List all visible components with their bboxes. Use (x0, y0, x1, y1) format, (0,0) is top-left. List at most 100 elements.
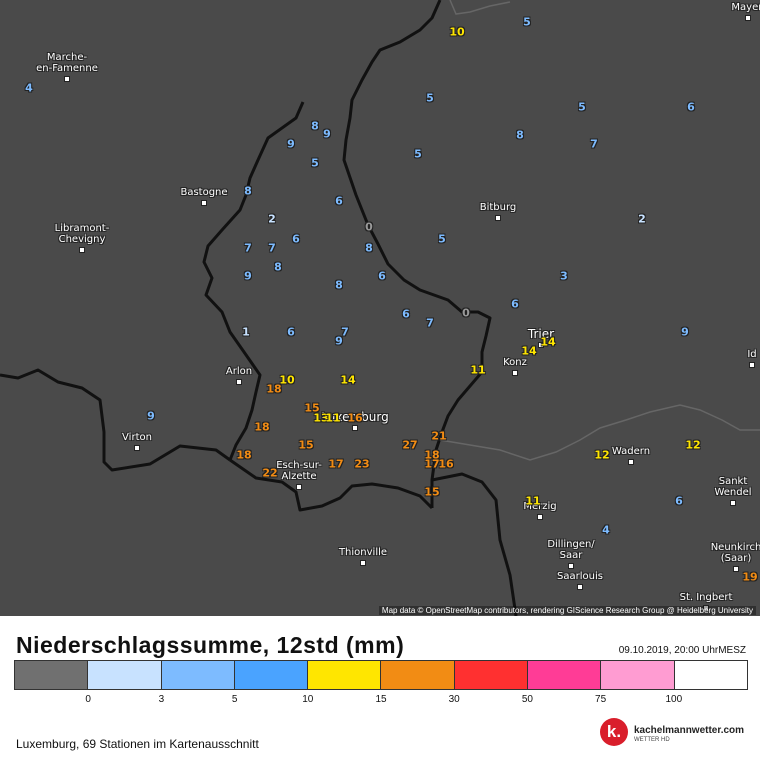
station-value-zero[interactable]: 0 (462, 306, 470, 320)
station-value[interactable]: 21 (431, 429, 447, 443)
town-label-id: Id (747, 349, 757, 360)
town-marker-virton (134, 445, 140, 451)
station-value[interactable]: 18 (254, 420, 270, 434)
station-value[interactable]: 17 (424, 457, 440, 471)
station-value[interactable]: 15 (304, 401, 320, 415)
town-marker-bastogne (201, 200, 207, 206)
station-value[interactable]: 6 (378, 269, 386, 283)
town-marker-esch (296, 484, 302, 490)
station-value[interactable]: 1 (242, 325, 250, 339)
station-value[interactable]: 6 (292, 232, 300, 246)
map-attribution[interactable]: Map data © OpenStreetMap contributors, r… (378, 606, 756, 615)
station-value[interactable]: 2 (638, 212, 646, 226)
town-marker-id (749, 362, 755, 368)
color-scale-legend (14, 660, 748, 690)
town-marker-marche (64, 76, 70, 82)
legend-tick: 0 (85, 694, 91, 705)
station-value[interactable]: 27 (402, 438, 418, 452)
legend-swatch (15, 661, 89, 689)
station-value[interactable]: 4 (602, 523, 610, 537)
station-value[interactable]: 12 (685, 438, 701, 452)
station-value-zero[interactable]: 0 (365, 220, 373, 234)
legend-tick: 50 (521, 694, 533, 705)
station-value[interactable]: 18 (424, 448, 440, 462)
station-value[interactable]: 7 (426, 316, 434, 330)
station-value[interactable]: 8 (244, 184, 252, 198)
border-saarland (439, 404, 760, 461)
station-value[interactable]: 5 (311, 156, 319, 170)
station-value[interactable]: 2 (268, 212, 276, 226)
station-value[interactable]: 6 (287, 325, 295, 339)
station-value[interactable]: 4 (25, 81, 33, 95)
town-marker-dillingen (568, 563, 574, 569)
station-value[interactable]: 5 (438, 232, 446, 246)
town-label-sanktwendel: Sankt Wendel (714, 476, 752, 498)
town-marker-mayen (745, 15, 751, 21)
station-value[interactable]: 7 (244, 241, 252, 255)
station-value[interactable]: 11 (470, 363, 486, 377)
town-marker-libramont (79, 247, 85, 253)
station-value[interactable]: 6 (335, 194, 343, 208)
legend-swatch (234, 661, 309, 689)
town-marker-luxemburg (352, 425, 358, 431)
station-value[interactable]: 14 (540, 335, 556, 349)
station-value[interactable]: 15 (424, 485, 440, 499)
logo-sub: WETTER HD (634, 737, 670, 743)
station-value[interactable]: 7 (268, 241, 276, 255)
station-value[interactable]: 9 (147, 409, 155, 423)
town-label-dillingen: Dillingen/Saar (547, 539, 595, 561)
town-label-esch: Esch-sur- Alzette (276, 460, 322, 482)
station-value[interactable]: 11 (525, 494, 541, 508)
legend-swatch (601, 661, 675, 689)
station-value[interactable]: 5 (414, 147, 422, 161)
town-label-libramont: Libramont- Chevigny (54, 223, 110, 245)
town-label-trier: Trier (527, 327, 555, 341)
station-value[interactable]: 9 (244, 269, 252, 283)
station-value[interactable]: 14 (521, 344, 537, 358)
station-value[interactable]: 6 (675, 494, 683, 508)
town-label-marche: Marche-en-Famenne (36, 52, 98, 74)
station-value[interactable]: 8 (365, 241, 373, 255)
station-value[interactable]: 23 (354, 457, 370, 471)
station-value[interactable]: 22 (262, 466, 278, 480)
station-value[interactable]: 11 (325, 411, 341, 425)
logo-name: kachelmannwetter.com (634, 725, 745, 736)
station-value[interactable]: 9 (681, 325, 689, 339)
border-lines (0, 0, 760, 616)
station-value[interactable]: 10 (279, 373, 295, 387)
kachelmann-logo[interactable]: k. kachelmannwetter.com WETTER HD (600, 716, 750, 752)
station-value[interactable]: 7 (590, 137, 598, 151)
station-value[interactable]: 6 (402, 307, 410, 321)
station-value[interactable]: 8 (311, 119, 319, 133)
station-value[interactable]: 5 (523, 15, 531, 29)
station-value[interactable]: 18 (236, 448, 252, 462)
town-marker-saarlouis (577, 584, 583, 590)
station-value[interactable]: 13 (313, 411, 329, 425)
station-value[interactable]: 5 (426, 91, 434, 105)
station-value[interactable]: 6 (511, 297, 519, 311)
station-value[interactable]: 17 (328, 457, 344, 471)
station-value[interactable]: 8 (335, 278, 343, 292)
station-value[interactable]: 5 (578, 100, 586, 114)
station-value[interactable]: 12 (594, 448, 610, 462)
station-value[interactable]: 16 (347, 411, 363, 425)
station-value[interactable]: 18 (266, 382, 282, 396)
station-value[interactable]: 8 (516, 128, 524, 142)
station-value[interactable]: 15 (298, 438, 314, 452)
station-value[interactable]: 6 (687, 100, 695, 114)
station-value[interactable]: 14 (340, 373, 356, 387)
town-label-virton: Virton (122, 432, 152, 443)
station-value[interactable]: 8 (274, 260, 282, 274)
station-value[interactable]: 3 (560, 269, 568, 283)
station-value[interactable]: 9 (323, 127, 331, 141)
station-value[interactable]: 9 (335, 334, 343, 348)
station-value[interactable]: 19 (742, 570, 758, 584)
station-value[interactable]: 9 (287, 137, 295, 151)
town-label-arlon: Arlon (225, 366, 253, 377)
station-value[interactable]: 7 (341, 325, 349, 339)
station-value[interactable]: 16 (438, 457, 454, 471)
station-value[interactable]: 10 (449, 25, 465, 39)
legend-swatch (88, 661, 162, 689)
precipitation-map[interactable]: Marche-en-Famenne Bastogne Libramont- Chevi… (0, 0, 760, 616)
town-marker-sanktwendel (730, 500, 736, 506)
